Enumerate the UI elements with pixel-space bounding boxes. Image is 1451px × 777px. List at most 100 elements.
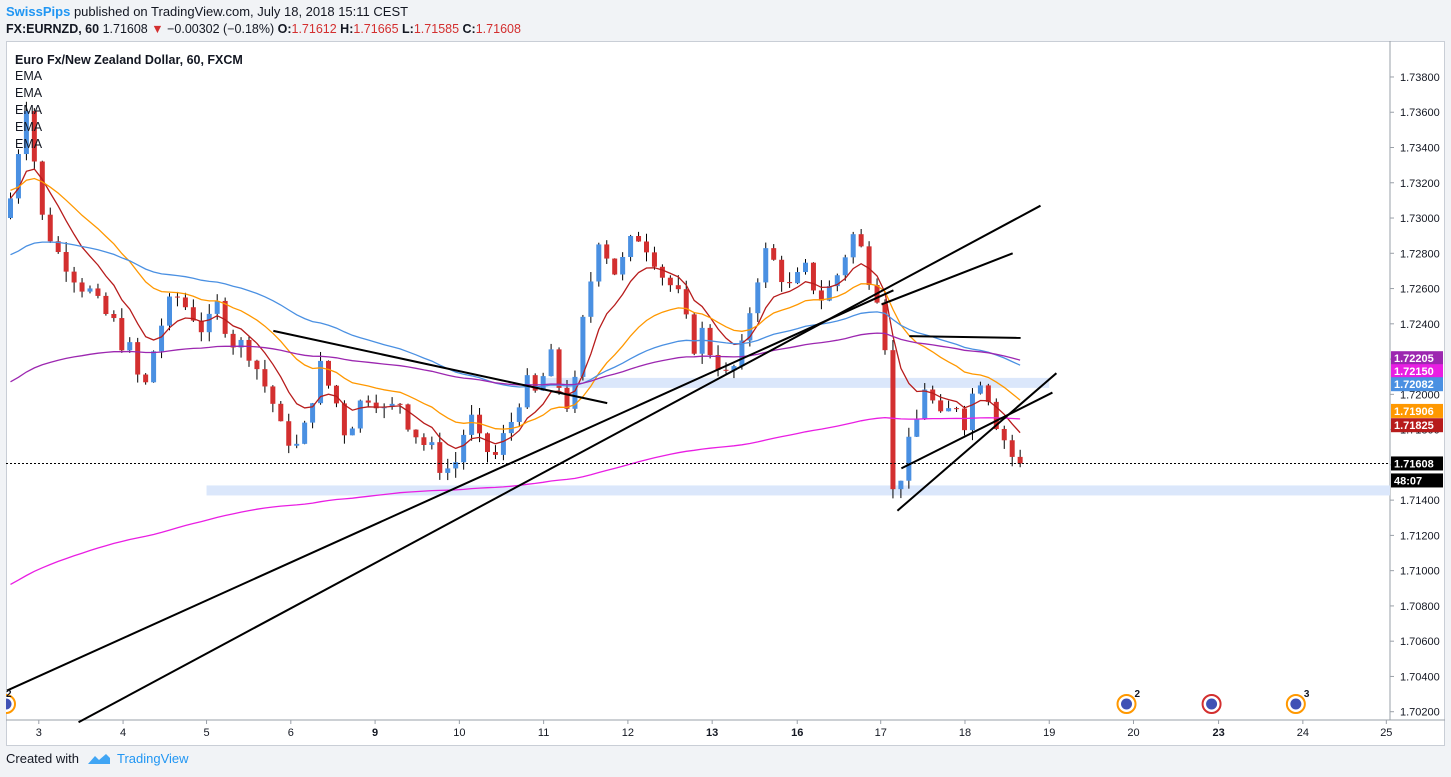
candle-down [103,295,109,315]
candle-down [771,248,777,260]
candle-down [405,404,411,430]
time-tick-label: 9 [372,727,378,739]
price-tick-label: 1.70400 [1400,671,1440,683]
candle-up [969,393,975,431]
candle-up [461,434,467,463]
candle-up [548,349,554,377]
candle-up [747,313,753,341]
price-label-text: 1.72082 [1394,379,1434,391]
trendline-1[interactable] [6,289,894,692]
candle-down [31,111,37,162]
candle-up [906,436,912,481]
time-tick-label: 11 [538,727,549,739]
price-tick-label: 1.73800 [1400,72,1440,84]
price-label-bg [1391,456,1443,471]
candle-up [238,339,244,348]
candle-up [151,351,157,383]
candle-down [485,433,490,453]
price-tick-label: 1.71200 [1400,530,1440,542]
candle-down [71,271,77,283]
candle-up [922,389,928,420]
time-tick-label: 25 [1380,727,1392,739]
candle-down [659,266,665,278]
candle-up [429,442,435,445]
open-label: O: [277,22,292,36]
legend-ema-2[interactable]: EMA [15,86,43,100]
candle-up [8,198,13,219]
candle-up [87,288,93,292]
candle-down [651,252,657,267]
candle-down [866,246,872,286]
candle-up [977,385,983,394]
candle-up [445,468,451,473]
price-tick-label: 1.72800 [1400,248,1440,260]
symbol-name: FX:EURNZD, 60 [6,22,100,36]
price-tick-label: 1.73400 [1400,143,1440,155]
tradingview-link[interactable]: TradingView [116,751,189,766]
publication-header: SwissPips published on TradingView.com, … [0,0,1451,40]
event-count: 3 [1304,689,1310,700]
author-link[interactable]: SwissPips [6,4,71,19]
time-tick-label: 12 [622,727,634,739]
price-label-bg [1391,473,1443,488]
close-label: C: [462,22,476,36]
trendline-6[interactable] [900,391,1053,470]
price-chart[interactable]: 1.73800 1.73600 1.73400 1.73200 1.73000 1.728… [6,41,1445,746]
calendar-event-icon-inner [1206,698,1218,710]
chart-frame[interactable] [6,41,1445,746]
time-tick-label: 10 [453,727,465,739]
candle-up [453,462,459,469]
price-label-bg [1391,351,1443,366]
candle-up [795,272,801,284]
candle-down [262,369,268,387]
candle-down [985,385,991,402]
candle-up [524,375,530,408]
ema-line-mid [10,177,1021,430]
trendline-7[interactable] [896,372,1058,512]
time-tick-label: 24 [1297,727,1309,739]
trendline-4[interactable] [881,252,1014,306]
time-tick-label: 16 [791,727,803,739]
tradingview-logo-icon[interactable] [87,752,111,766]
last-price: 1.71608 [102,22,148,36]
candle-down [1017,456,1023,464]
published-text: published on TradingView.com, July 18, 2… [73,4,409,19]
candle-down [723,369,729,371]
candle-down [882,302,888,351]
time-tick-label: 5 [203,727,209,739]
candle-down [779,259,785,283]
candle-down [198,320,204,333]
candle-down [230,333,236,348]
candle-up [302,422,308,444]
change-arrow-icon: ▼ [151,22,164,36]
legend-ema-5[interactable]: EMA [15,137,43,151]
legend-ema-4[interactable]: EMA [15,120,43,134]
candle-down [683,289,689,315]
chart-legend: Euro Fx/New Zealand Dollar, 60, FXCM EMA… [15,53,243,153]
price-label-text: 1.72150 [1394,366,1434,378]
legend-ema-1[interactable]: EMA [15,69,43,83]
price-tick-label: 1.70800 [1400,601,1440,613]
candle-down [79,282,85,292]
trendline-3[interactable] [273,329,608,405]
calendar-event-icon-inner [1290,698,1302,710]
trendline-5[interactable] [909,335,1021,339]
candle-down [954,408,960,410]
candle-down [47,214,53,242]
candle-down [612,258,618,275]
candle-up [23,111,29,155]
candle-down [373,402,379,409]
candle-down [135,342,141,375]
candle-up [755,282,761,314]
candle-down [254,360,260,370]
legend-ema-3[interactable]: EMA [15,103,43,117]
calendar-event-icon-inner [1121,698,1133,710]
candle-up [167,296,172,326]
candle-up [357,400,363,429]
time-tick-label: 6 [288,727,294,739]
candle-up [596,244,602,282]
candle-up [15,154,21,199]
trendline-2[interactable] [78,204,1041,724]
candle-down [421,437,427,445]
candle-down [556,349,562,388]
